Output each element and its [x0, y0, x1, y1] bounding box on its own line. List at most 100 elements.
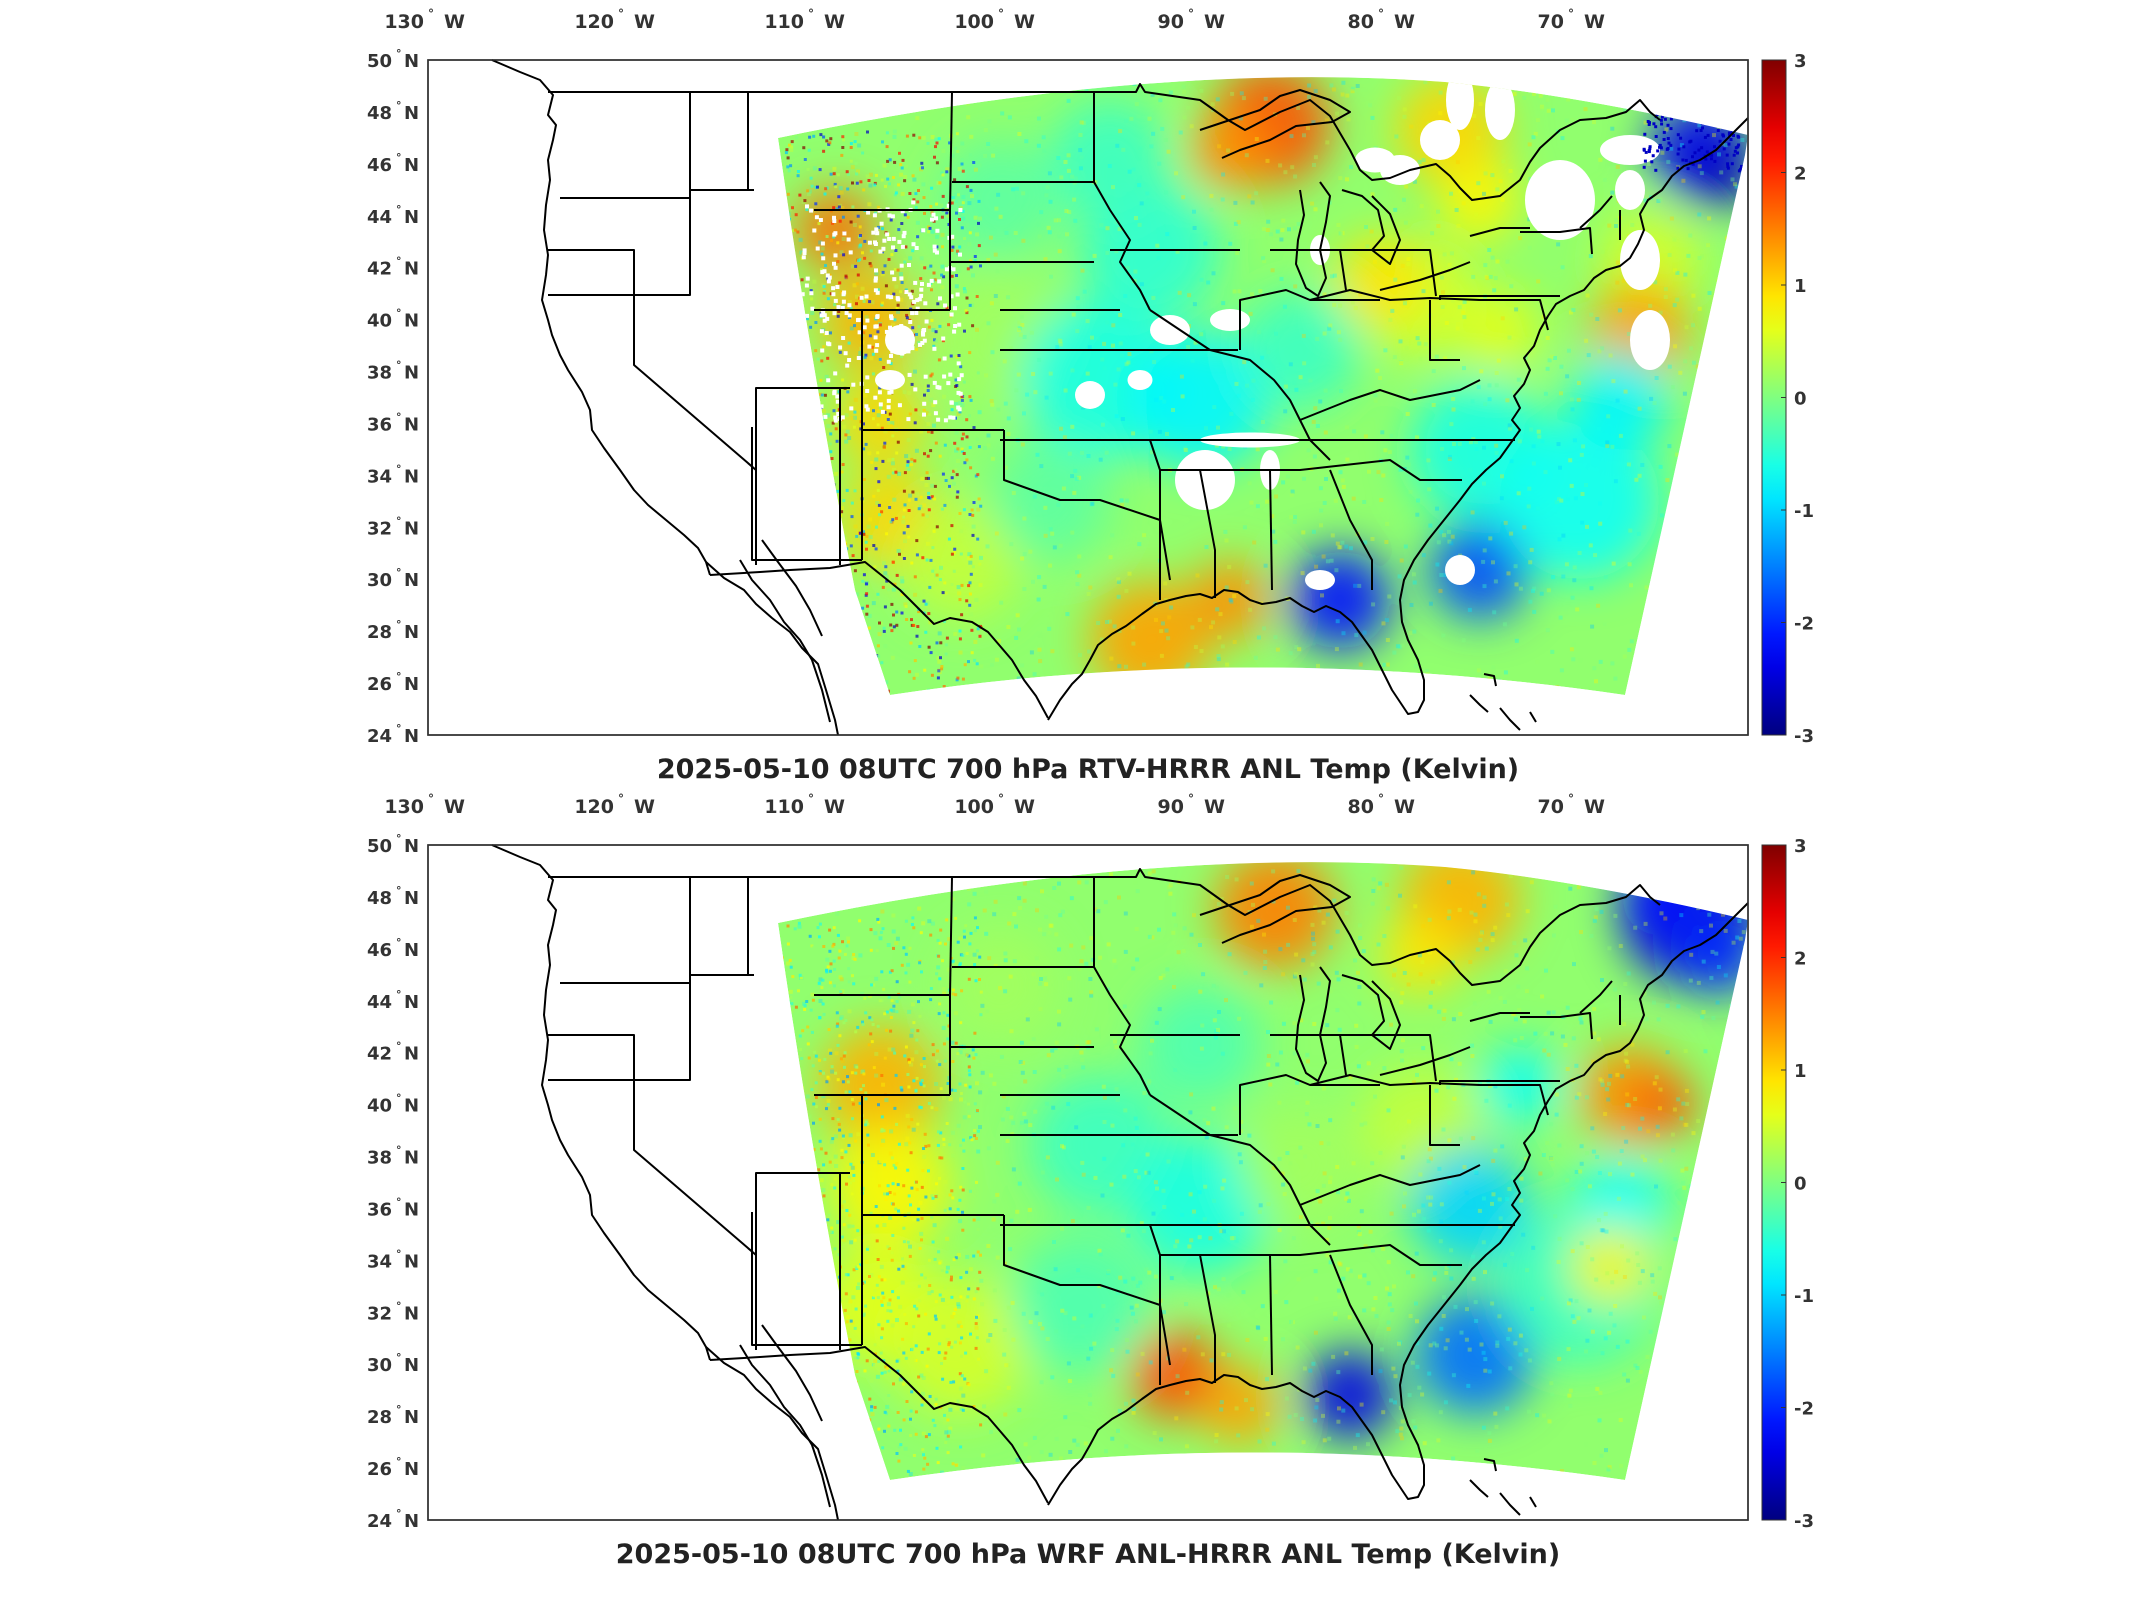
- lat-tick-label: 46 ° N: [367, 151, 419, 176]
- state-border: [548, 1034, 635, 1081]
- state-border: [1439, 295, 1560, 300]
- panel-wrf: 130 ° W 120 ° W 110 ° W 100 ° W 90 ° W 80 ° W 70 ° W 50 ° N 48 ° N…: [0, 785, 2133, 1600]
- state-border: [1579, 980, 1613, 1014]
- svg-text:N: N: [404, 363, 419, 384]
- lat-tick-label: 30 ° N: [367, 566, 419, 591]
- lon-tick-label: 70 ° W: [1538, 7, 1605, 33]
- colorbar-tick-label: 2: [1794, 164, 1807, 185]
- svg-text:°: °: [1378, 7, 1384, 21]
- lon-tick-label: 100 ° W: [954, 7, 1035, 33]
- svg-text:°: °: [396, 99, 402, 112]
- svg-text:38: 38: [367, 363, 392, 384]
- great-lakes-shore: [1341, 189, 1401, 265]
- caribbean-islands: [1469, 694, 1537, 731]
- lat-tick-label: 40 ° N: [367, 307, 419, 332]
- lat-tick-label: 36 ° N: [367, 1195, 419, 1220]
- lon-tick-label: 100 ° W: [954, 792, 1035, 818]
- anomaly-field: [778, 862, 1748, 1480]
- lat-tick-label: 38 ° N: [367, 1144, 419, 1169]
- state-border: [1000, 439, 1196, 471]
- great-lakes-shore: [1295, 181, 1331, 297]
- state-border: [755, 1172, 850, 1255]
- colorbar-tick-label: 0: [1794, 1174, 1807, 1195]
- state-border: [1195, 459, 1462, 481]
- state-border: [1340, 249, 1437, 297]
- svg-text:°: °: [428, 7, 434, 21]
- lon-tick-label: 120 ° W: [574, 792, 655, 818]
- svg-text:°: °: [396, 255, 402, 268]
- svg-text:°: °: [396, 670, 402, 683]
- svg-text:N: N: [404, 414, 419, 435]
- lat-tick-label: 24 ° N: [367, 1507, 419, 1532]
- lon-tick-label: 90 ° W: [1158, 7, 1225, 33]
- colorbar-tick-label: 3: [1794, 51, 1807, 72]
- state-border: [1309, 1074, 1481, 1086]
- lon-tick-label: 120 ° W: [574, 7, 655, 33]
- panel-title: 2025-05-10 08UTC 700 hPa RTV-HRRR ANL Te…: [657, 754, 1519, 785]
- state-border: [949, 91, 953, 211]
- svg-text:°: °: [396, 47, 402, 60]
- svg-text:N: N: [404, 155, 419, 176]
- lon-tick-label: 80 ° W: [1348, 7, 1415, 33]
- coastline: [705, 561, 839, 736]
- svg-text:50: 50: [367, 51, 392, 72]
- state-border: [633, 295, 757, 471]
- state-border: [1299, 379, 1481, 421]
- lat-tick-label: 38 ° N: [367, 359, 419, 384]
- coastline: [1047, 902, 1749, 1506]
- great-lakes-shore: [1199, 874, 1351, 944]
- colorbar-tick-label: 0: [1794, 389, 1807, 410]
- svg-text:°: °: [396, 566, 402, 579]
- great-lakes-shore: [1341, 974, 1401, 1050]
- svg-text:34: 34: [367, 466, 392, 487]
- state-border: [1239, 1074, 1380, 1135]
- svg-text:°: °: [1188, 7, 1194, 21]
- svg-text:42: 42: [367, 259, 392, 280]
- coastline: [1047, 117, 1749, 721]
- svg-text:°: °: [1568, 7, 1574, 21]
- lat-tick-label: 34 ° N: [367, 1247, 419, 1272]
- colorbar-tick-label: -2: [1794, 614, 1814, 635]
- state-border: [633, 1080, 757, 1256]
- lat-tick-label: 46 ° N: [367, 936, 419, 961]
- state-border: [1299, 1164, 1481, 1206]
- state-border: [1269, 469, 1273, 591]
- state-border: [1195, 1244, 1462, 1266]
- svg-text:N: N: [404, 518, 419, 539]
- svg-text:°: °: [396, 722, 402, 735]
- svg-text:N: N: [404, 726, 419, 747]
- svg-text:26: 26: [367, 674, 392, 695]
- lat-tick-label: 26 ° N: [367, 670, 419, 695]
- state-border: [949, 876, 953, 996]
- svg-text:N: N: [404, 570, 419, 591]
- state-border: [1000, 1224, 1196, 1256]
- svg-text:°: °: [396, 307, 402, 320]
- state-border: [1429, 1085, 1460, 1146]
- svg-text:24: 24: [367, 726, 392, 747]
- coastline: [491, 59, 711, 576]
- lat-tick-label: 26 ° N: [367, 1455, 419, 1480]
- svg-text:N: N: [404, 674, 419, 695]
- state-border: [634, 189, 754, 296]
- svg-text:80: 80: [1348, 11, 1374, 33]
- missing-data: [800, 77, 1743, 590]
- lat-tick-label: 48 ° N: [367, 884, 419, 909]
- map-wrf: 130 ° W 120 ° W 110 ° W 100 ° W 90 ° W 80 ° W 70 ° W 50 ° N 48 ° N…: [367, 792, 1814, 1570]
- panel-title: 2025-05-10 08UTC 700 hPa WRF ANL-HRRR AN…: [616, 1539, 1560, 1570]
- state-border: [709, 1346, 1049, 1504]
- state-border: [1439, 1080, 1560, 1085]
- svg-text:36: 36: [367, 414, 392, 435]
- state-border: [1093, 92, 1151, 311]
- svg-text:46: 46: [367, 155, 392, 176]
- svg-text:N: N: [404, 103, 419, 124]
- caribbean-islands: [1483, 673, 1497, 687]
- state-border: [1340, 1034, 1437, 1082]
- colorbar-tick-label: -3: [1794, 726, 1814, 747]
- state-border: [1429, 300, 1460, 361]
- lat-tick-label: 30 ° N: [367, 1351, 419, 1376]
- svg-text:N: N: [404, 311, 419, 332]
- lat-tick-label: 36 ° N: [367, 410, 419, 435]
- lon-tick-label: 90 ° W: [1158, 792, 1225, 818]
- lat-tick-label: 50 ° N: [367, 47, 419, 72]
- state-border: [1329, 469, 1373, 590]
